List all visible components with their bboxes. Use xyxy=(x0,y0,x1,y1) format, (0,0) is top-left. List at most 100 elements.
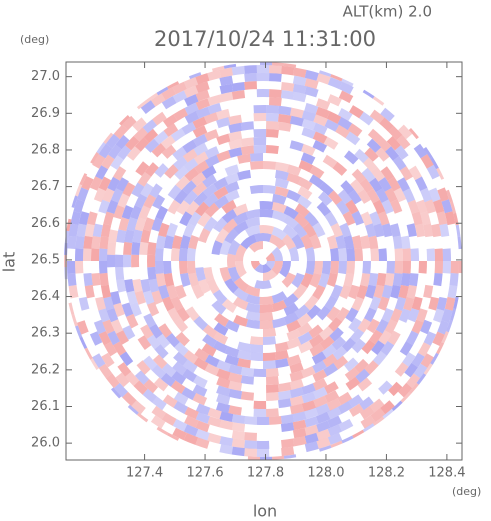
echo-cell xyxy=(191,284,205,299)
echo-cell xyxy=(103,132,114,144)
echo-cell xyxy=(444,211,456,226)
echo-cell xyxy=(192,384,208,397)
echo-cell xyxy=(221,199,237,214)
echo-cell xyxy=(338,247,348,261)
echo-cell xyxy=(147,301,160,317)
echo-cell xyxy=(170,247,180,261)
echo-cell xyxy=(394,296,407,311)
echo-cell xyxy=(198,228,211,243)
echo-cell xyxy=(244,432,257,441)
echo-cell xyxy=(346,247,356,261)
echo-cell xyxy=(98,308,110,323)
echo-cell xyxy=(324,119,340,132)
echo-cell xyxy=(174,342,189,357)
echo-cell xyxy=(266,129,279,138)
echo-cell xyxy=(213,340,228,354)
echo-cell xyxy=(345,131,361,146)
echo-cell xyxy=(436,167,445,180)
echo-cell xyxy=(212,217,228,233)
echo-cell xyxy=(315,403,331,416)
echo-cell xyxy=(184,415,199,428)
echo-cell xyxy=(283,311,299,325)
echo-cell xyxy=(195,429,210,441)
echo-cell xyxy=(312,378,328,391)
x-tick-label: 128.2 xyxy=(368,466,405,481)
echo-cell xyxy=(174,317,189,333)
echo-cell xyxy=(166,222,178,238)
echo-cell xyxy=(289,370,304,382)
echo-cell xyxy=(266,392,279,401)
echo-cell xyxy=(369,109,385,124)
echo-cell xyxy=(289,395,304,407)
echo-cell xyxy=(368,272,379,287)
echo-cell xyxy=(428,296,440,311)
echo-cell xyxy=(362,89,375,99)
echo-cell xyxy=(345,199,359,215)
echo-cell xyxy=(275,169,289,181)
echo-cell xyxy=(428,187,441,202)
echo-cell xyxy=(240,137,254,147)
echo-cell xyxy=(369,398,385,413)
echo-cell xyxy=(420,319,433,335)
echo-cell xyxy=(416,308,428,323)
echo-cell xyxy=(376,272,387,287)
echo-cell xyxy=(202,183,218,198)
echo-cell xyxy=(442,248,452,261)
echo-cell xyxy=(402,248,412,261)
echo-cell xyxy=(424,199,436,214)
echo-cell xyxy=(175,331,190,347)
echo-cell xyxy=(143,194,157,209)
echo-cell xyxy=(137,335,152,350)
echo-cell xyxy=(343,273,355,287)
echo-cell xyxy=(228,405,242,416)
echo-cell xyxy=(188,272,200,287)
echo-cell xyxy=(183,77,199,90)
echo-cell xyxy=(312,131,328,144)
echo-cell xyxy=(90,358,99,370)
x-axis-label: lon xyxy=(253,502,277,521)
echo-cell xyxy=(447,285,458,299)
echo-cell xyxy=(139,241,149,255)
echo-cell xyxy=(263,328,277,337)
echo-cell xyxy=(174,165,189,180)
echo-cell xyxy=(231,430,245,440)
echo-cell xyxy=(137,172,152,187)
echo-cell xyxy=(286,164,302,176)
echo-cell xyxy=(350,328,365,343)
echo-cell xyxy=(322,353,338,368)
echo-cell xyxy=(228,388,243,400)
echo-cell xyxy=(167,184,182,200)
echo-cell xyxy=(434,248,444,261)
echo-cell xyxy=(309,165,325,179)
echo-cell xyxy=(263,185,277,194)
echo-cell xyxy=(330,74,343,82)
echo-cell xyxy=(147,254,156,268)
echo-cell xyxy=(280,422,295,432)
echo-cell xyxy=(450,201,457,214)
echo-cell xyxy=(433,199,445,214)
echo-cell xyxy=(163,273,175,287)
echo-cell xyxy=(340,180,355,195)
echo-cell xyxy=(423,223,434,238)
echo-cell xyxy=(301,110,316,122)
echo-cell xyxy=(272,210,287,222)
echo-cell xyxy=(290,107,304,119)
echo-cell xyxy=(304,432,319,444)
echo-cell xyxy=(372,416,385,426)
y-tick-label: 26.8 xyxy=(31,142,60,157)
echo-cell xyxy=(126,146,141,161)
echo-cell xyxy=(116,279,127,293)
echo-cell xyxy=(433,308,445,323)
echo-cell xyxy=(74,261,84,274)
echo-cell xyxy=(259,312,274,322)
echo-cell xyxy=(410,248,420,261)
echo-cell xyxy=(269,89,282,98)
echo-cell xyxy=(143,290,155,305)
echo-cell xyxy=(359,396,374,411)
echo-cell xyxy=(423,284,434,299)
echo-cell xyxy=(453,212,459,226)
echo-cell xyxy=(224,346,240,358)
echo-cell xyxy=(74,248,84,261)
echo-cell xyxy=(372,350,387,366)
echo-cell xyxy=(185,306,200,322)
